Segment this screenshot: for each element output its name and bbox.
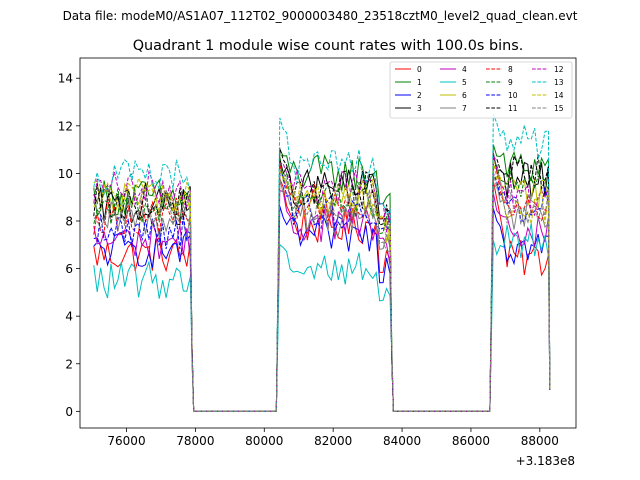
legend-label-5: 5 bbox=[462, 78, 467, 87]
x-tick-label: 80000 bbox=[245, 434, 283, 448]
x-tick-label: 78000 bbox=[176, 434, 214, 448]
series-line-13 bbox=[93, 114, 551, 412]
legend-label-12: 12 bbox=[554, 65, 564, 74]
legend-label-0: 0 bbox=[417, 65, 422, 74]
legend-label-2: 2 bbox=[417, 91, 422, 100]
series-line-12 bbox=[93, 153, 551, 412]
y-tick-label: 12 bbox=[58, 119, 73, 133]
chart-title: Quadrant 1 module wise count rates with … bbox=[133, 38, 524, 54]
legend-label-13: 13 bbox=[554, 78, 564, 87]
x-tick-label: 76000 bbox=[107, 434, 145, 448]
series-line-6 bbox=[93, 165, 551, 412]
legend-label-10: 10 bbox=[508, 91, 518, 100]
y-tick-label: 8 bbox=[65, 214, 73, 228]
x-offset-label: +3.183e8 bbox=[516, 454, 575, 468]
legend-label-14: 14 bbox=[554, 91, 564, 100]
legend-label-7: 7 bbox=[462, 104, 467, 113]
legend-label-11: 11 bbox=[508, 104, 518, 113]
x-axis: 76000 78000 80000 82000 84000 86000 88000 bbox=[107, 428, 559, 448]
legend-label-1: 1 bbox=[417, 78, 422, 87]
legend-label-4: 4 bbox=[462, 65, 467, 74]
x-tick-label: 88000 bbox=[521, 434, 559, 448]
x-tick-label: 82000 bbox=[314, 434, 352, 448]
y-tick-label: 4 bbox=[65, 310, 73, 324]
y-tick-label: 10 bbox=[58, 167, 73, 181]
legend-label-3: 3 bbox=[417, 104, 422, 113]
y-tick-label: 2 bbox=[65, 357, 73, 371]
y-axis: 0 2 4 6 8 10 12 14 bbox=[58, 72, 80, 419]
series-layer bbox=[93, 114, 551, 412]
legend-label-15: 15 bbox=[554, 104, 564, 113]
y-tick-label: 6 bbox=[65, 262, 73, 276]
legend-label-9: 9 bbox=[508, 78, 513, 87]
x-tick-label: 84000 bbox=[383, 434, 421, 448]
y-tick-label: 14 bbox=[58, 72, 73, 86]
x-tick-label: 86000 bbox=[452, 434, 490, 448]
legend-label-6: 6 bbox=[462, 91, 467, 100]
legend-label-8: 8 bbox=[508, 65, 513, 74]
y-tick-label: 0 bbox=[65, 405, 73, 419]
plot-frame bbox=[79, 57, 577, 429]
figure-suptitle: Data file: modeM0/AS1A07_112T02_90000034… bbox=[63, 9, 578, 23]
legend-frame bbox=[389, 61, 573, 119]
series-line-15 bbox=[93, 169, 551, 412]
